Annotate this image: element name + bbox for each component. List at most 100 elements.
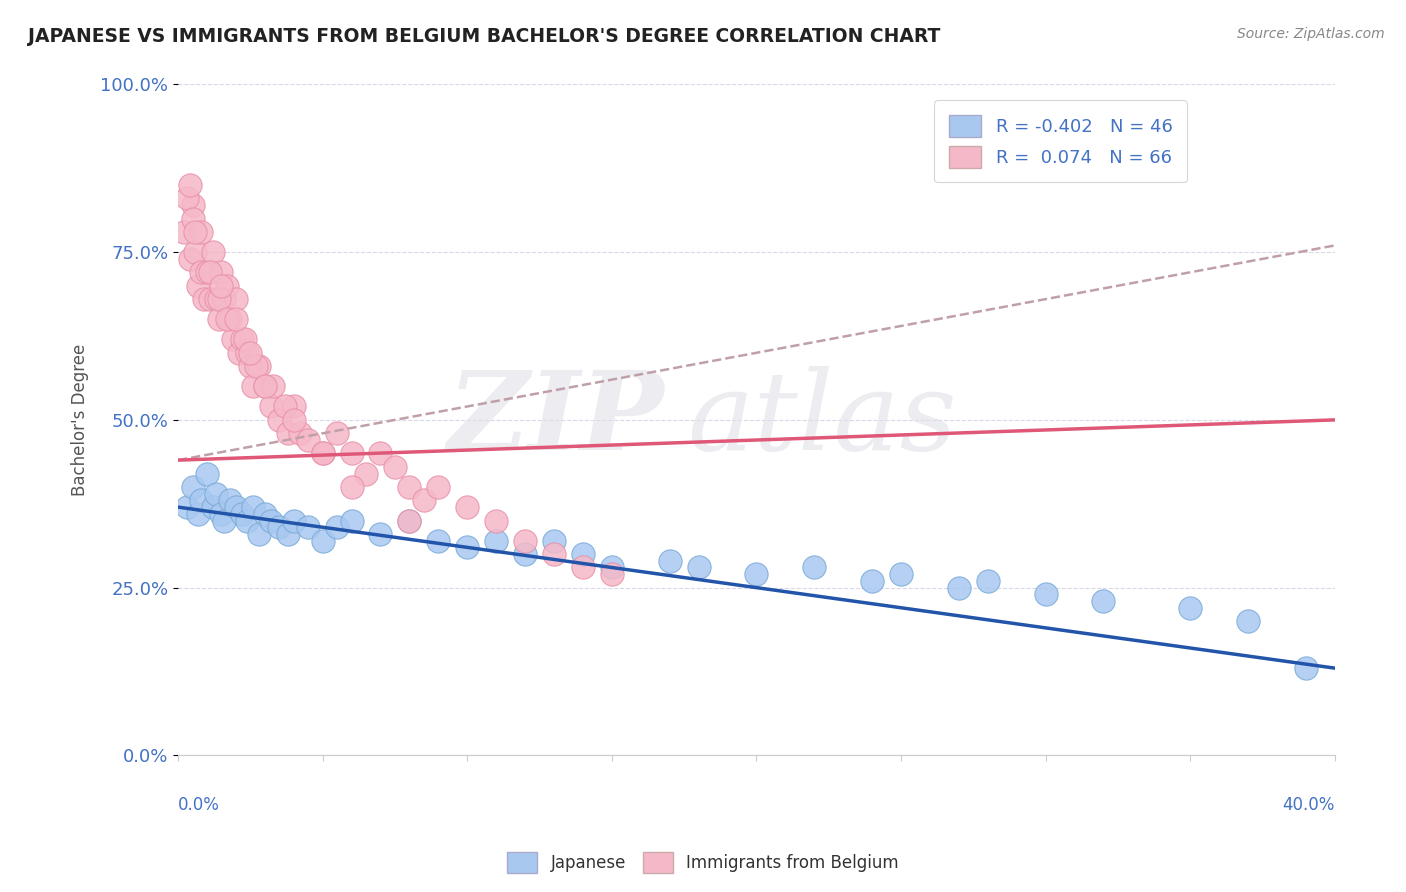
Point: [283, 400, 305, 414]
Point: [225, 292, 247, 306]
Point: [543, 547, 565, 561]
Text: atlas: atlas: [688, 366, 956, 474]
Text: 0.0%: 0.0%: [179, 796, 219, 814]
Point: [274, 400, 297, 414]
Point: [201, 500, 224, 515]
Point: [195, 265, 218, 279]
Point: [259, 400, 281, 414]
Point: [225, 500, 247, 515]
Point: [340, 480, 363, 494]
Text: 40.0%: 40.0%: [1282, 796, 1334, 814]
Point: [340, 446, 363, 460]
Point: [600, 567, 623, 582]
Point: [297, 520, 319, 534]
Point: [259, 514, 281, 528]
Point: [513, 533, 536, 548]
Point: [179, 252, 201, 266]
Point: [181, 198, 204, 212]
Point: [288, 426, 311, 441]
Point: [1178, 600, 1201, 615]
Point: [193, 292, 215, 306]
Point: [398, 514, 420, 528]
Point: [427, 480, 450, 494]
Point: [231, 332, 253, 346]
Point: [204, 486, 226, 500]
Point: [211, 507, 233, 521]
Point: [236, 346, 259, 360]
Point: [277, 527, 299, 541]
Point: [340, 514, 363, 528]
Point: [370, 446, 392, 460]
Point: [1092, 594, 1115, 608]
Point: [204, 292, 226, 306]
Point: [242, 379, 264, 393]
Point: [219, 312, 242, 326]
Point: [225, 312, 247, 326]
Point: [277, 426, 299, 441]
Point: [179, 178, 201, 192]
Point: [236, 514, 259, 528]
Point: [233, 332, 256, 346]
Point: [513, 547, 536, 561]
Point: [283, 413, 305, 427]
Point: [269, 520, 291, 534]
Point: [384, 459, 406, 474]
Point: [184, 245, 207, 260]
Point: [427, 533, 450, 548]
Point: [600, 560, 623, 574]
Point: [190, 225, 212, 239]
Point: [176, 192, 198, 206]
Text: JAPANESE VS IMMIGRANTS FROM BELGIUM BACHELOR'S DEGREE CORRELATION CHART: JAPANESE VS IMMIGRANTS FROM BELGIUM BACH…: [28, 27, 941, 45]
Text: Source: ZipAtlas.com: Source: ZipAtlas.com: [1237, 27, 1385, 41]
Point: [176, 500, 198, 515]
Point: [219, 493, 242, 508]
Point: [1035, 587, 1057, 601]
Point: [948, 581, 970, 595]
Point: [398, 514, 420, 528]
Point: [311, 446, 333, 460]
Point: [860, 574, 883, 588]
Point: [217, 312, 239, 326]
Point: [1237, 614, 1260, 628]
Point: [184, 225, 207, 239]
Legend: Japanese, Immigrants from Belgium: Japanese, Immigrants from Belgium: [501, 846, 905, 880]
Point: [269, 413, 291, 427]
Point: [214, 514, 236, 528]
Point: [211, 265, 233, 279]
Point: [198, 265, 221, 279]
Point: [398, 480, 420, 494]
Point: [207, 312, 229, 326]
Point: [181, 211, 204, 226]
Point: [263, 379, 285, 393]
Point: [228, 346, 250, 360]
Point: [187, 278, 209, 293]
Point: [572, 547, 595, 561]
Point: [283, 514, 305, 528]
Point: [890, 567, 912, 582]
Point: [456, 541, 478, 555]
Point: [222, 332, 245, 346]
Point: [187, 507, 209, 521]
Point: [201, 245, 224, 260]
Point: [485, 514, 508, 528]
Point: [745, 567, 768, 582]
Point: [543, 533, 565, 548]
Point: [190, 493, 212, 508]
Point: [239, 359, 262, 374]
Point: [253, 507, 276, 521]
Point: [688, 560, 710, 574]
Point: [195, 467, 218, 481]
Point: [326, 426, 349, 441]
Point: [658, 554, 681, 568]
Point: [485, 533, 508, 548]
Point: [181, 480, 204, 494]
Point: [572, 560, 595, 574]
Point: [190, 265, 212, 279]
Point: [247, 359, 270, 374]
Point: [311, 533, 333, 548]
Point: [253, 379, 276, 393]
Point: [239, 346, 262, 360]
Point: [173, 225, 195, 239]
Point: [977, 574, 1000, 588]
Text: ZIP: ZIP: [447, 366, 664, 474]
